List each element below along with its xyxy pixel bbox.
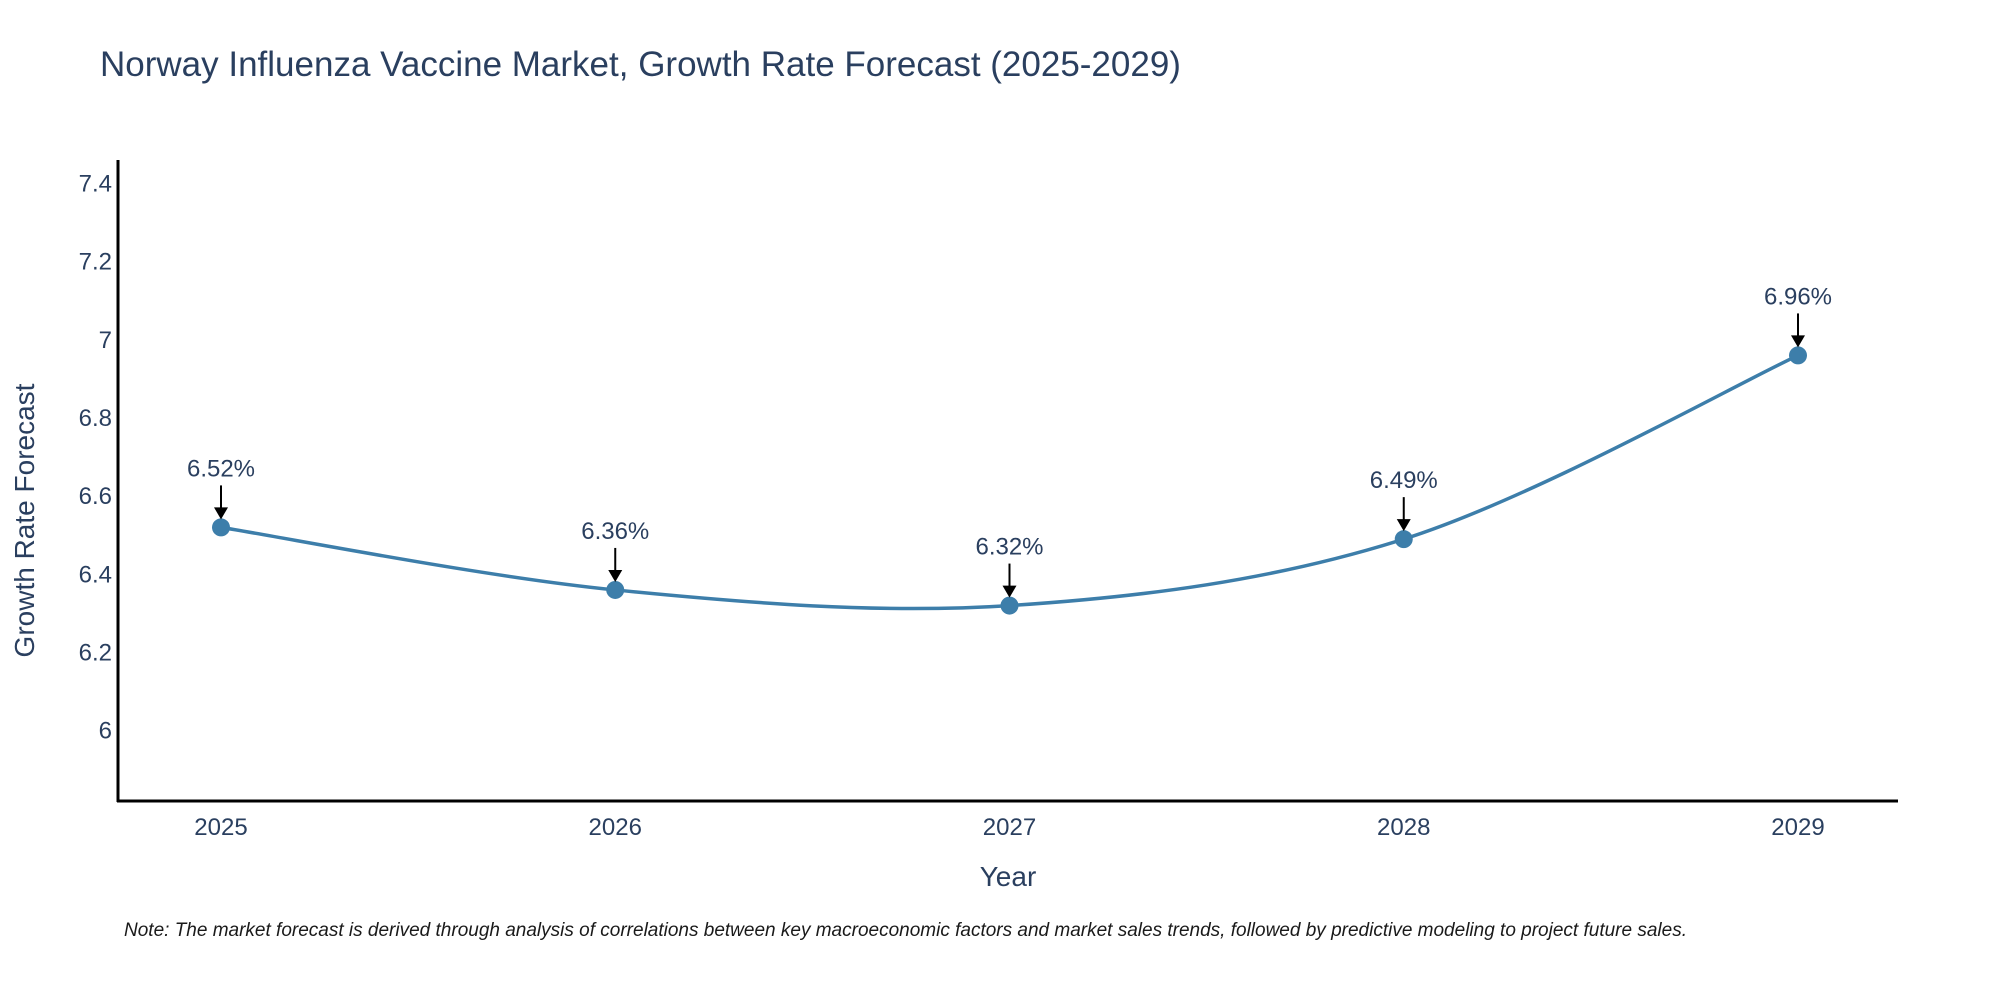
annotation-arrowhead — [214, 507, 228, 520]
data-point — [1789, 346, 1807, 365]
annotation-arrowhead — [608, 569, 623, 582]
axes: 6 6.2 6.4 6.6 6.8 7 7.2 7.4 2025 2026 2027 2028 2029… — [9, 160, 1898, 892]
y-tick-label: 6.4 — [79, 561, 112, 588]
data-point — [1000, 596, 1019, 615]
x-axis-title: Year — [980, 861, 1037, 892]
annotation-arrowhead — [1002, 585, 1017, 598]
y-tick-label: 7 — [99, 327, 112, 354]
data-label: 6.52% — [187, 455, 255, 482]
x-tick-label: 2029 — [1771, 814, 1824, 841]
data-point — [606, 580, 625, 599]
annotation-arrowhead — [1791, 335, 1805, 348]
y-axis-title: Growth Rate Forecast — [9, 383, 40, 657]
data-label: 6.96% — [1764, 283, 1832, 310]
annotations: 6.52% 6.36% 6.32% 6.49% 6.96% — [187, 283, 1832, 598]
chart-note: Note: The market forecast is derived thr… — [124, 920, 1687, 941]
data-point — [1394, 530, 1413, 549]
data-label: 6.36% — [581, 518, 649, 545]
data-label: 6.32% — [975, 534, 1043, 561]
annotation-arrowhead — [1396, 519, 1411, 532]
x-tick-label: 2025 — [194, 814, 247, 841]
data-label: 6.49% — [1370, 467, 1438, 494]
y-tick-label: 7.2 — [79, 249, 112, 276]
y-tick-label: 6.2 — [79, 639, 112, 666]
y-tick-label: 7.4 — [79, 170, 112, 197]
x-tick-label: 2026 — [589, 814, 642, 841]
y-tick-label: 6.8 — [79, 405, 112, 432]
x-tick-label: 2027 — [983, 814, 1036, 841]
chart-title: Norway Influenza Vaccine Market, Growth … — [100, 45, 1181, 84]
x-tick-label: 2028 — [1377, 814, 1430, 841]
y-tick-label: 6 — [99, 718, 112, 745]
y-tick-label: 6.6 — [79, 483, 112, 510]
data-point — [212, 518, 230, 537]
data-points — [212, 346, 1807, 615]
